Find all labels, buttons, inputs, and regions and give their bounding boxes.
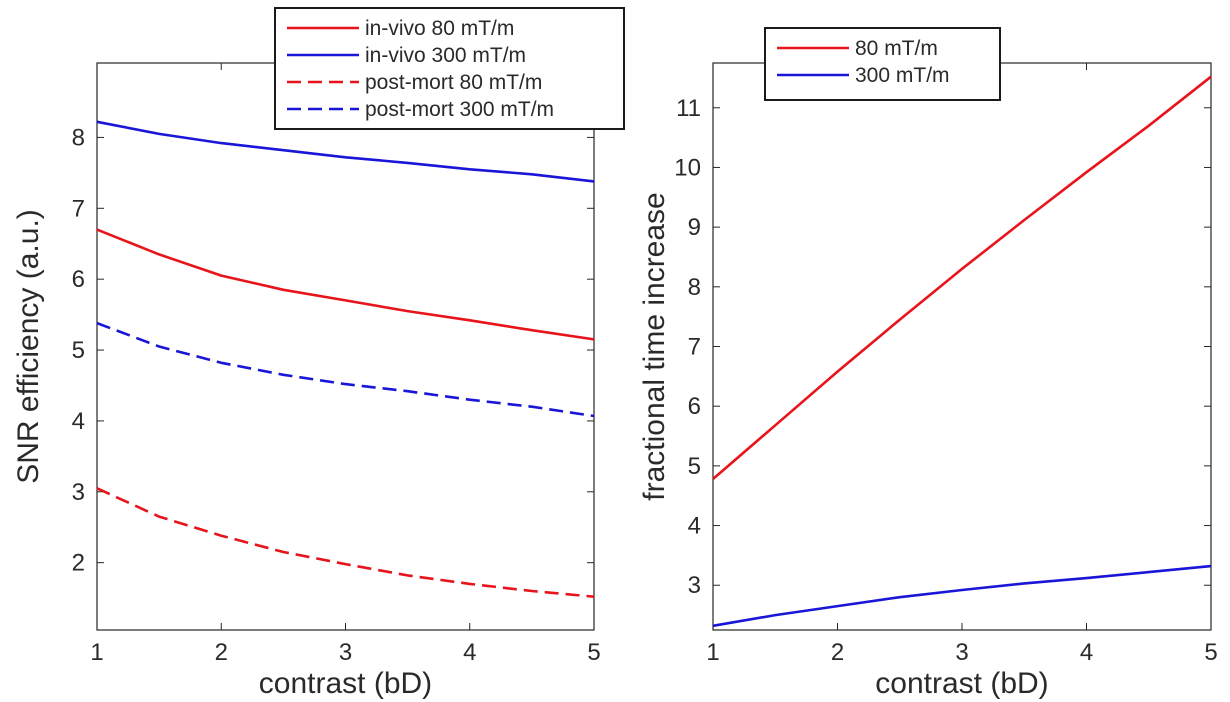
series-line-1 — [96, 228, 595, 341]
x-tick-label: 4 — [463, 639, 476, 666]
y-axis-label: fractional time increase — [638, 192, 671, 500]
series-line-2 — [96, 120, 595, 183]
x-tick-label: 5 — [1204, 639, 1217, 666]
x-tick-label: 3 — [955, 639, 968, 666]
plot-area-frame — [712, 62, 1212, 631]
y-axis-label: SNR efficiency (a.u.) — [12, 209, 45, 484]
series-line-2 — [712, 564, 1212, 628]
y-tick-label: 5 — [688, 453, 701, 480]
series-line-3 — [96, 487, 595, 598]
y-tick-label: 10 — [674, 154, 701, 181]
x-tick-label: 1 — [90, 639, 103, 666]
y-tick-label: 9 — [688, 214, 701, 241]
x-tick-label: 2 — [215, 639, 228, 666]
legend-entry-label: post-mort 300 mT/m — [365, 98, 554, 121]
legend-frame — [764, 27, 1001, 101]
legend-entry-label: in-vivo 80 mT/m — [365, 17, 514, 40]
legend: in-vivo 80 mT/m in-vivo 300 mT/m post-mort… — [274, 7, 625, 130]
y-tick-label: 6 — [72, 266, 85, 293]
x-tick-label: 4 — [1080, 639, 1093, 666]
y-tick-label: 2 — [72, 550, 85, 577]
x-tick-label: 5 — [587, 639, 600, 666]
series-line-1 — [712, 75, 1212, 480]
y-tick-label: 6 — [688, 393, 701, 420]
x-axis-label: contrast (bD) — [259, 667, 432, 700]
legend: 80 mT/m 300 mT/m — [764, 27, 1001, 101]
y-tick-label: 8 — [72, 124, 85, 151]
legend-entry-label: 300 mT/m — [855, 64, 950, 87]
x-axis-label: contrast (bD) — [875, 667, 1048, 700]
plot-area-frame — [96, 62, 595, 631]
chart-panel-1: 1 2 3 4 5 2 3 4 5 6 7 8 contrast (bD) SNR efficiency … — [12, 7, 625, 700]
x-tick-label: 1 — [706, 639, 719, 666]
y-tick-label: 3 — [72, 479, 85, 506]
chart-panel-2: 1 2 3 4 5 3 4 5 6 7 8 9 10 11 contrast (bD) fractional … — [638, 27, 1218, 700]
y-tick-label: 4 — [72, 408, 85, 435]
x-tick-label: 3 — [339, 639, 352, 666]
y-tick-label: 11 — [676, 95, 701, 122]
y-tick-label: 3 — [688, 572, 701, 599]
legend-entry-label: 80 mT/m — [855, 37, 938, 60]
legend-entry-label: post-mort 80 mT/m — [365, 71, 542, 94]
y-tick-label: 7 — [688, 334, 701, 361]
x-tick-label: 2 — [831, 639, 844, 666]
y-tick-label: 7 — [72, 195, 85, 222]
y-tick-label: 8 — [688, 274, 701, 301]
y-tick-label: 4 — [688, 513, 701, 540]
legend-entry-label: in-vivo 300 mT/m — [365, 44, 526, 67]
y-tick-label: 5 — [72, 337, 85, 364]
series-line-4 — [96, 321, 595, 418]
